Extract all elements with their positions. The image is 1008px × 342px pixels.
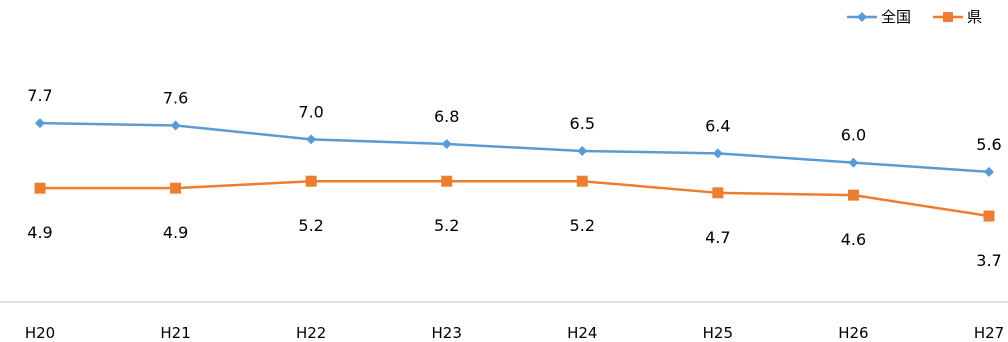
series-0-data-label: 7.0	[298, 102, 323, 121]
series-0-data-label: 6.5	[570, 114, 595, 133]
legend-item-prefecture: 県	[932, 6, 982, 27]
series-1-point	[305, 175, 317, 187]
series-1-data-label: 4.7	[705, 228, 730, 247]
series-0-point	[712, 148, 723, 159]
series-1-point	[441, 175, 453, 187]
series-1-data-label: 3.7	[976, 251, 1001, 270]
series-1-point	[712, 187, 724, 199]
series-0-data-label: 5.6	[976, 135, 1001, 154]
x-tick-label: H24	[567, 324, 597, 342]
series-1-data-label: 4.6	[841, 230, 866, 249]
x-tick-label: H25	[703, 324, 733, 342]
series-0-data-label: 6.4	[705, 116, 730, 135]
series-line-1	[40, 179, 990, 218]
legend-swatch-prefecture	[932, 11, 963, 22]
series-1-data-label: 4.9	[27, 223, 52, 242]
series-0-point	[441, 139, 452, 150]
series-0-data-label: 7.6	[163, 88, 188, 107]
series-1-point	[983, 210, 995, 222]
series-0-point	[35, 118, 45, 129]
series-0-point	[848, 157, 859, 168]
series-1-data-label: 5.2	[570, 216, 595, 235]
series-line-0	[39, 121, 990, 174]
series-1-data-label: 4.9	[163, 223, 188, 242]
series-1-point	[576, 175, 588, 187]
legend-label-national: 全国	[880, 8, 911, 26]
series-0-data-label: 6.8	[434, 107, 459, 126]
x-tick-label: H20	[25, 324, 55, 342]
series-1-data-label: 5.2	[434, 216, 459, 235]
series-0-data-label: 6.0	[841, 126, 866, 145]
series-0-point	[577, 146, 588, 156]
series-0-point	[984, 166, 994, 177]
x-tick-label: H27	[974, 324, 1004, 342]
series-0-point	[170, 120, 181, 131]
series-1-point	[34, 182, 46, 194]
legend-label-prefecture: 県	[966, 8, 982, 26]
series-1-point	[847, 189, 859, 201]
legend-swatch-national	[846, 11, 877, 22]
series-0-data-label: 7.7	[27, 86, 52, 105]
legend: 全国 県	[846, 6, 982, 27]
series-0-point	[306, 134, 317, 145]
x-tick-label: H21	[160, 324, 190, 342]
series-1-point	[170, 182, 182, 194]
legend-item-national: 全国	[846, 6, 911, 27]
x-tick-label: H26	[838, 324, 868, 342]
x-tick-label: H22	[296, 324, 326, 342]
series-1-data-label: 5.2	[298, 216, 323, 235]
x-tick-label: H23	[432, 324, 462, 342]
